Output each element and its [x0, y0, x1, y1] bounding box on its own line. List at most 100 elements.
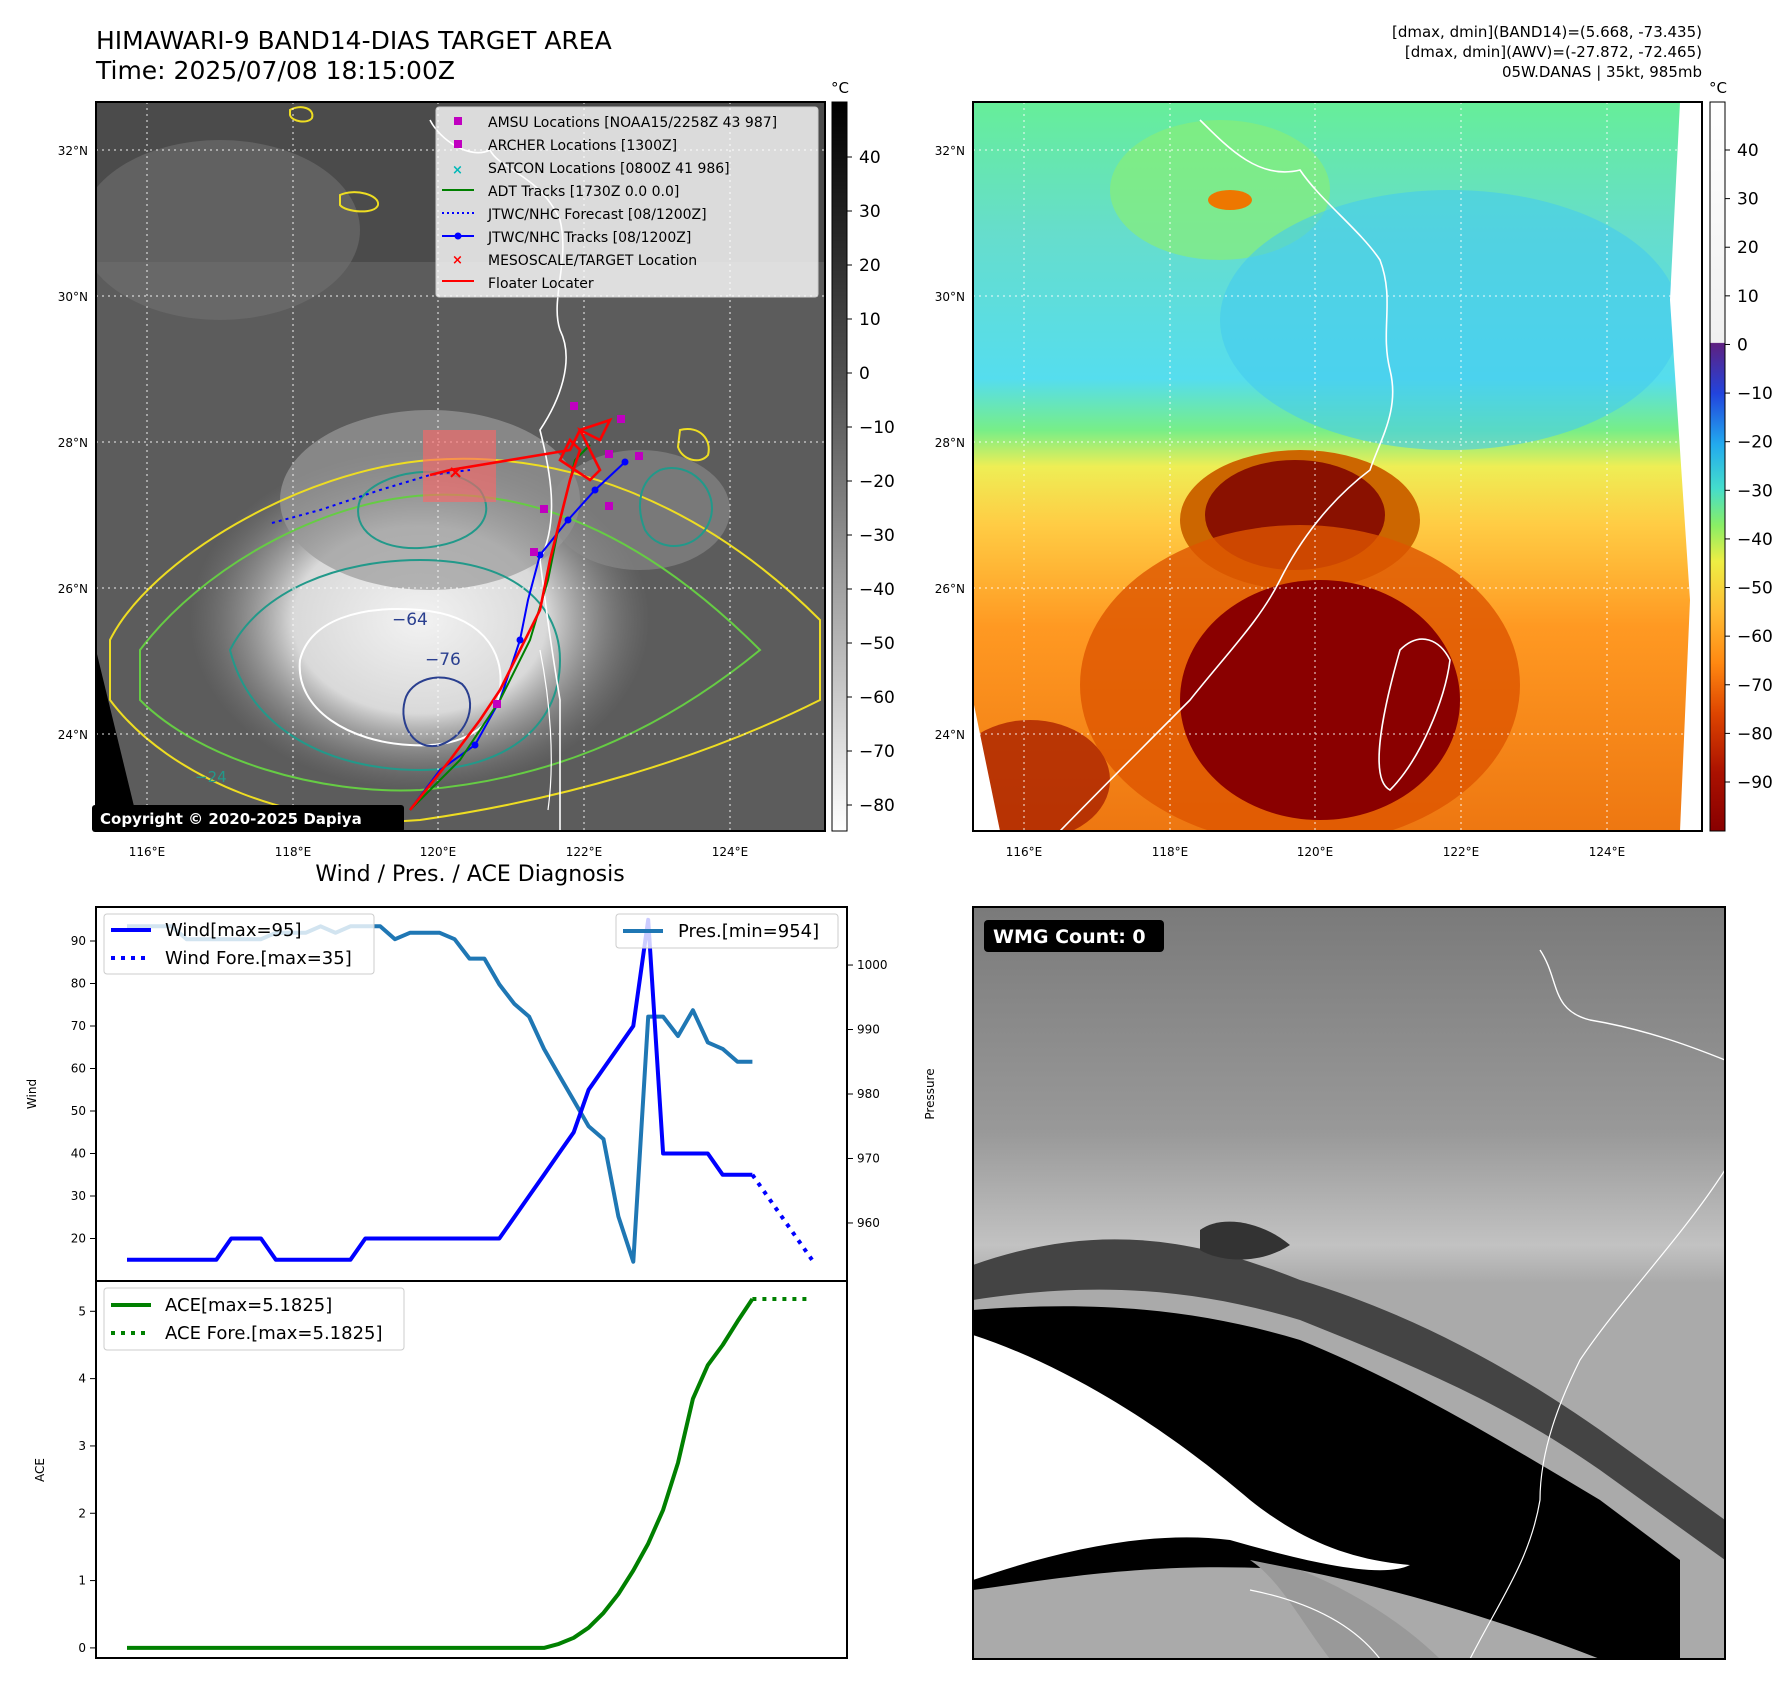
diag-line-1: [dmax, dmin](BAND14)=(5.668, -73.435)	[1391, 23, 1702, 41]
ir-lat-tick-24: 24°N	[58, 728, 88, 742]
legend-marker-target: ×	[452, 253, 463, 268]
legend-label-ace-fore: ACE Fore.[max=5.1825]	[165, 1323, 383, 1344]
legend-marker-tracks	[442, 232, 474, 240]
awv-satellite-map: 116°E 118°E 120°E 122°E 124°E 32°N 30°N …	[935, 79, 1773, 859]
wind-axis-tick-4: 50	[71, 1104, 86, 1118]
legend-label-tracks: JTWC/NHC Tracks [08/1200Z]	[487, 230, 691, 246]
awv-colorbar-tick-13: −90	[1737, 773, 1773, 793]
legend-label-wind-fore: Wind Fore.[max=35]	[165, 948, 352, 969]
ir-colorbar-tick-6: −20	[859, 472, 895, 492]
ir-colorbar-tick-1: 30	[859, 202, 881, 222]
awv-colorbar-tick-0: 40	[1737, 141, 1759, 161]
legend-label-ace: ACE[max=5.1825]	[165, 1295, 332, 1316]
legend-marker-amsu	[454, 117, 462, 125]
legend-label-forecast: JTWC/NHC Forecast [08/1200Z]	[487, 207, 707, 223]
legend-label-floater: Floater Locater	[488, 276, 594, 292]
legend-label-adt: ADT Tracks [1730Z 0.0 0.0]	[488, 184, 679, 200]
title-line-1: HIMAWARI-9 BAND14-DIAS TARGET AREA	[96, 26, 612, 55]
diagnosis-chart: 90 80 70 60 50 40 30 20 1000 990 980 970 960 5 4 3 2 1 0…	[25, 906, 937, 1659]
pressure-axis-tick-2: 980	[857, 1087, 880, 1101]
wmg-panel: WMG Count: 0	[972, 906, 1726, 1660]
ir-lat-tick-28: 28°N	[58, 436, 88, 450]
wind-axis-tick-5: 40	[71, 1147, 86, 1161]
wind-axis-tick-2: 70	[71, 1019, 86, 1033]
ir-colorbar-tick-3: 10	[859, 310, 881, 330]
wind-axis-tick-3: 60	[71, 1062, 86, 1076]
legend-label-pressure: Pres.[min=954]	[678, 921, 819, 942]
track-legend: × × AMSU Locations [NOAA15/2258Z 43 987]…	[435, 106, 819, 298]
wind-axis-label: Wind	[25, 1079, 39, 1109]
ir-colorbar-tick-9: −50	[859, 634, 895, 654]
awv-lat-tick-28: 28°N	[935, 436, 965, 450]
ir-colorbar: °C 40 30 20 10 0 −10 −20 −30 −40 −50 −60 −70 −80	[831, 79, 895, 832]
contour-label-minus-24: −24	[195, 768, 227, 786]
awv-colorbar-tick-2: 20	[1737, 238, 1759, 258]
awv-lon-tick-120: 120°E	[1297, 845, 1334, 859]
awv-colorbar-tick-7: −30	[1737, 481, 1773, 501]
awv-colorbar-tick-9: −50	[1737, 579, 1773, 599]
wind-forecast-line	[750, 1173, 814, 1261]
awv-colorbar-tick-12: −80	[1737, 724, 1773, 744]
ir-lon-tick-116: 116°E	[129, 845, 166, 859]
contour-label-minus-64: −64	[392, 610, 428, 630]
diagnostic-info: [dmax, dmin](BAND14)=(5.668, -73.435) [d…	[1392, 22, 1702, 82]
wind-legend: Wind[max=95] Wind Fore.[max=35]	[103, 913, 375, 975]
awv-lon-tick-124: 124°E	[1589, 845, 1626, 859]
pressure-axis-tick-1: 990	[857, 1023, 880, 1037]
ir-colorbar-unit: °C	[831, 79, 849, 97]
awv-colorbar-tick-4: 0	[1737, 335, 1748, 355]
ir-lat-tick-30: 30°N	[58, 290, 88, 304]
ace-axis-tick-1: 4	[78, 1372, 86, 1386]
awv-lat-tick-32: 32°N	[935, 144, 965, 158]
ir-lon-tick-118: 118°E	[275, 845, 312, 859]
legend-label-archer: ARCHER Locations [1300Z]	[488, 138, 677, 154]
ir-colorbar-tick-11: −70	[859, 742, 895, 762]
legend-label-satcon: SATCON Locations [0800Z 41 986]	[488, 161, 730, 177]
diagnosis-chart-title: Wind / Pres. / ACE Diagnosis	[315, 862, 625, 887]
title-line-2: Time: 2025/07/08 18:15:00Z	[96, 56, 455, 85]
ir-colorbar-tick-2: 20	[859, 256, 881, 276]
ir-lat-tick-26: 26°N	[58, 582, 88, 596]
awv-lat-tick-26: 26°N	[935, 582, 965, 596]
awv-colorbar-tick-8: −40	[1737, 530, 1773, 550]
ace-axis-tick-3: 2	[78, 1506, 86, 1520]
ir-lon-tick-122: 122°E	[566, 845, 603, 859]
wind-axis-tick-6: 30	[71, 1189, 86, 1203]
ir-colorbar-tick-0: 40	[859, 148, 881, 168]
ace-axis-tick-0: 5	[78, 1304, 86, 1318]
pressure-axis-label: Pressure	[923, 1068, 937, 1119]
ace-axis-tick-5: 0	[78, 1641, 86, 1655]
awv-colorbar-tick-1: 30	[1737, 190, 1759, 210]
legend-marker-satcon: ×	[452, 163, 463, 178]
ir-lon-tick-120: 120°E	[420, 845, 457, 859]
awv-colorbar-tick-11: −70	[1737, 676, 1773, 696]
awv-colorbar-tick-6: −20	[1737, 433, 1773, 453]
awv-colorbar-tick-3: 10	[1737, 287, 1759, 307]
awv-lat-tick-24: 24°N	[935, 728, 965, 742]
ace-legend: ACE[max=5.1825] ACE Fore.[max=5.1825]	[103, 1287, 405, 1351]
ir-colorbar-tick-4: 0	[859, 364, 870, 384]
svg-text:×: ×	[448, 462, 463, 483]
wind-axis-tick-1: 80	[71, 977, 86, 991]
awv-colorbar-tick-10: −60	[1737, 627, 1773, 647]
pressure-axis-tick-0: 1000	[857, 958, 888, 972]
pressure-legend: Pres.[min=954]	[615, 913, 839, 949]
pressure-axis-tick-4: 960	[857, 1216, 880, 1230]
awv-colorbar: °C 40 30 20 10 0 −10 −20 −30 −40 −50 −60 −70 −80 −90	[1709, 79, 1773, 832]
awv-lon-tick-118: 118°E	[1152, 845, 1189, 859]
ir-colorbar-tick-12: −80	[859, 796, 895, 816]
wind-axis-tick-0: 90	[71, 934, 86, 948]
figure-title: HIMAWARI-9 BAND14-DIAS TARGET AREA Time:…	[96, 26, 612, 86]
wind-axis-tick-7: 20	[71, 1232, 86, 1246]
awv-lon-tick-122: 122°E	[1443, 845, 1480, 859]
legend-label-target: MESOSCALE/TARGET Location	[488, 253, 697, 269]
ir-lat-tick-32: 32°N	[58, 144, 88, 158]
wmg-count-label: WMG Count: 0	[993, 926, 1146, 948]
ir-colorbar-tick-5: −10	[859, 418, 895, 438]
legend-marker-archer	[454, 140, 462, 148]
ace-line	[127, 1297, 755, 1650]
awv-colorbar-unit: °C	[1709, 79, 1727, 97]
ir-colorbar-tick-7: −30	[859, 526, 895, 546]
legend-label-wind: Wind[max=95]	[165, 920, 302, 941]
